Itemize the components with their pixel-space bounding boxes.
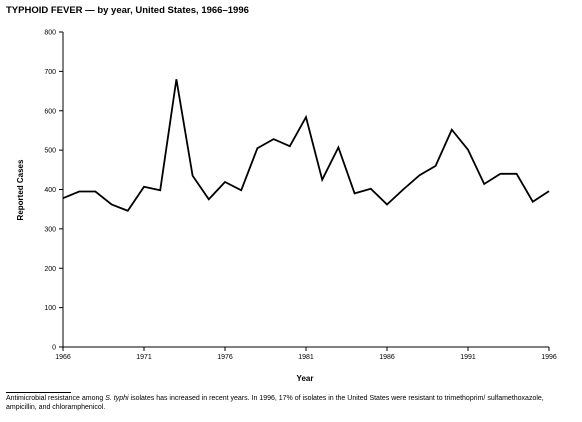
x-tick-label: 1966 [55, 354, 71, 361]
y-tick-label: 200 [44, 266, 56, 273]
x-axis-title: Year [297, 374, 314, 383]
y-tick-label: 500 [44, 148, 56, 155]
series-line [62, 79, 550, 212]
x-tick-label: 1971 [136, 354, 152, 361]
footnote-divider [6, 392, 71, 393]
y-tick-label: 400 [44, 187, 56, 194]
x-tick-label: 1986 [379, 354, 395, 361]
y-axis-title: Reported Cases [16, 159, 25, 220]
x-tick-label: 1981 [298, 354, 314, 361]
footnote-organism: S. typhi [105, 395, 129, 402]
series-layer [62, 79, 550, 212]
x-tick-label: 1996 [541, 354, 557, 361]
chart-title: TYPHOID FEVER — by year, United States, … [6, 5, 249, 16]
axes: 0 100 200 300 400 500 600 700 800 1966 1971 1976 198… [44, 30, 557, 362]
footnote: Antimicrobial resistance among S. typhi … [6, 394, 576, 412]
y-tick-label: 600 [44, 108, 56, 115]
y-tick-label: 0 [52, 345, 56, 352]
y-tick-label: 300 [44, 226, 56, 233]
footnote-text-start: Antimicrobial resistance among [6, 395, 106, 402]
y-tick-label: 100 [44, 305, 56, 312]
x-tick-label: 1991 [460, 354, 476, 361]
y-tick-label: 700 [44, 69, 56, 76]
x-tick-label: 1976 [217, 354, 233, 361]
y-tick-label: 800 [44, 30, 56, 37]
footnote-text-end: isolates has increased in recent years. … [6, 395, 544, 411]
